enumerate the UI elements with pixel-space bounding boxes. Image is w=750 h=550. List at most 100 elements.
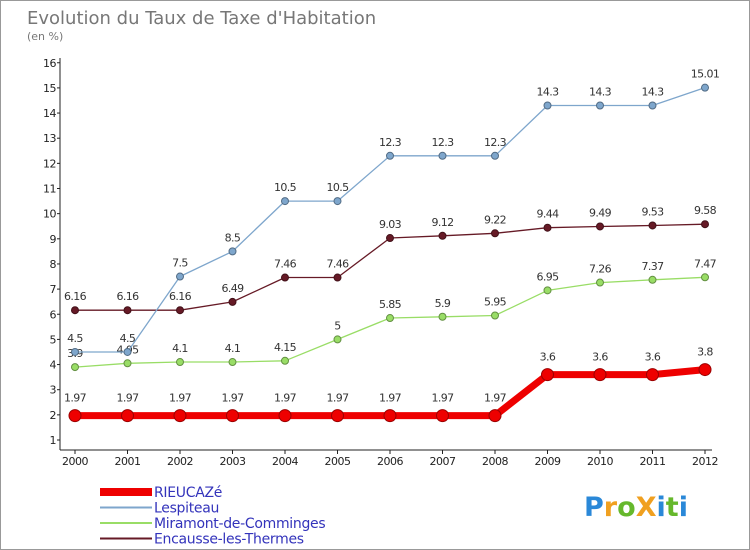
data-label: 15.01 <box>691 68 720 81</box>
y-tick-label: 13 <box>43 132 56 145</box>
data-point <box>176 358 184 367</box>
data-label: 6.95 <box>536 270 559 283</box>
y-tick-label: 16 <box>43 57 56 70</box>
logo-letter: P <box>584 492 604 523</box>
data-label: 4.5 <box>120 332 136 345</box>
data-label: 9.12 <box>431 216 453 229</box>
logo-letter: X <box>636 492 657 523</box>
data-point <box>123 347 132 356</box>
data-label: 5.95 <box>484 296 507 309</box>
data-point <box>438 312 447 321</box>
data-point <box>71 347 79 356</box>
data-point <box>173 409 187 423</box>
data-point <box>281 197 289 206</box>
data-point <box>596 101 604 110</box>
data-label: 14.3 <box>589 86 612 99</box>
data-point <box>228 247 237 256</box>
proxiti-logo: ProXiti <box>584 492 688 523</box>
data-label: 5.85 <box>379 298 402 311</box>
data-point <box>333 273 342 282</box>
y-tick-label: 7 <box>50 283 57 296</box>
data-label: 14.3 <box>536 86 559 99</box>
y-tick-label: 5 <box>50 333 57 346</box>
y-tick-label: 12 <box>43 157 56 170</box>
data-label: 6.16 <box>64 290 87 303</box>
chart-subtitle: (en %) <box>27 30 63 43</box>
data-point <box>228 297 237 306</box>
data-point <box>331 409 344 423</box>
logo-text: ProXiti <box>584 492 688 523</box>
data-point <box>648 101 657 110</box>
data-label: 6.16 <box>169 290 192 303</box>
data-point <box>543 101 552 110</box>
data-point <box>333 197 342 206</box>
data-point <box>596 222 604 231</box>
data-label: 7.46 <box>274 258 297 271</box>
data-label: 4.15 <box>274 341 297 354</box>
data-label: 5 <box>334 319 341 332</box>
y-tick-label: 8 <box>50 258 57 271</box>
data-label: 9.53 <box>641 205 664 218</box>
data-label: 7.5 <box>172 257 188 270</box>
data-label: 1.97 <box>484 392 507 405</box>
x-tick-label: 2008 <box>482 455 508 468</box>
x-tick-label: 2011 <box>640 455 666 468</box>
data-point <box>386 314 394 323</box>
data-label: 7.47 <box>694 257 717 270</box>
data-point <box>176 306 184 315</box>
data-point <box>646 368 659 382</box>
y-tick-label: 11 <box>43 183 56 196</box>
data-label: 3.6 <box>592 351 608 364</box>
data-label: 1.97 <box>326 392 349 405</box>
data-label: 1.97 <box>169 392 192 405</box>
logo-letter: i <box>657 492 666 523</box>
data-point <box>68 409 82 423</box>
data-label: 6.16 <box>116 290 139 303</box>
y-tick-label: 1 <box>50 434 57 447</box>
data-point <box>491 229 499 238</box>
data-point <box>71 306 79 315</box>
data-point <box>438 231 447 240</box>
data-point <box>491 311 499 320</box>
y-tick-label: 4 <box>50 359 57 372</box>
data-point <box>648 275 657 284</box>
data-point <box>333 335 342 344</box>
data-point <box>281 273 289 282</box>
x-tick-label: 2010 <box>587 455 613 468</box>
data-label: 4.1 <box>172 342 188 355</box>
data-point <box>383 409 397 423</box>
data-label: 9.58 <box>694 204 717 217</box>
data-label: 4.1 <box>225 342 241 355</box>
data-label: 9.03 <box>379 218 402 231</box>
series-lespiteau: 4.5 4.5 7.5 8.5 10.5 10.5 12.3 12.3 12.3 14.3 14.3… <box>67 68 720 356</box>
data-point <box>228 358 237 367</box>
y-tick-label: 9 <box>50 233 57 246</box>
data-point <box>491 151 499 160</box>
data-point <box>701 273 709 282</box>
data-point <box>123 359 132 368</box>
data-label: 10.5 <box>326 181 349 194</box>
legend-label: Encausse-les-Thermes <box>154 532 304 548</box>
data-point <box>281 356 289 365</box>
y-tick-label: 15 <box>43 82 56 95</box>
data-point <box>698 363 712 377</box>
data-label: 7.37 <box>641 260 664 273</box>
x-tick-label: 2001 <box>115 455 141 468</box>
logo-letter: r <box>604 492 618 523</box>
x-tick-label: 2007 <box>430 455 456 468</box>
data-point <box>123 306 132 315</box>
data-label: 1.97 <box>116 392 139 405</box>
series-encausse-les-thermes: 6.16 6.16 6.16 6.49 7.46 7.46 9.03 9.12 9.22 9.44… <box>64 204 717 315</box>
data-label: 9.49 <box>589 206 612 219</box>
data-label: 9.22 <box>484 213 506 226</box>
legend-label: RIEUCAZé <box>154 485 222 501</box>
data-label: 8.5 <box>225 231 241 244</box>
data-label: 7.46 <box>326 258 349 271</box>
series-rieucaz-: 1.97 1.97 1.97 1.97 1.97 1.97 1.97 1.97 1.97 3.6 3… <box>64 346 714 423</box>
data-label: 3.6 <box>540 351 556 364</box>
data-label: 14.3 <box>641 86 664 99</box>
data-point <box>438 151 447 160</box>
data-point <box>278 409 292 423</box>
